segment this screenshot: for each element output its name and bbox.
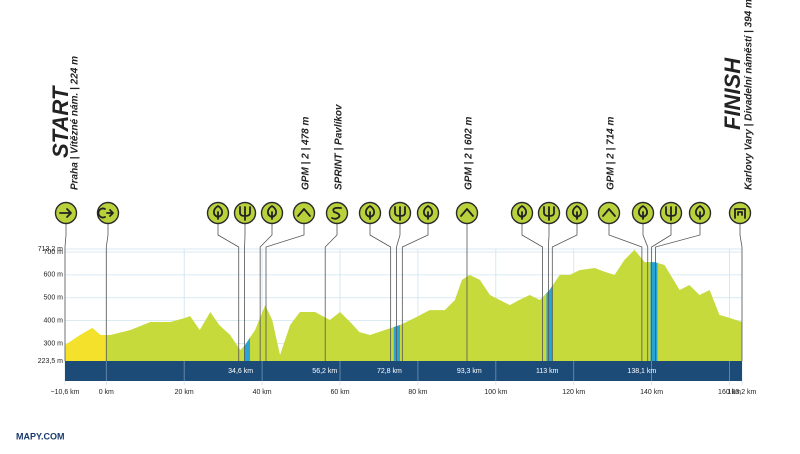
marker-icon — [730, 203, 751, 224]
segment-label: 113 km — [536, 368, 559, 375]
marker-icon — [56, 203, 77, 224]
marker-icon — [390, 203, 411, 224]
icon-circle — [730, 203, 751, 224]
marker-icon — [690, 203, 711, 224]
marker-label: SPRINT | Pavlíkov — [334, 103, 345, 190]
marker-label: GPM | 2 | 602 m — [464, 116, 475, 190]
segment-label: 56,2 km — [312, 368, 337, 375]
icon-circle — [457, 203, 478, 224]
marker-icon — [512, 203, 533, 224]
marker-icon — [360, 203, 381, 224]
x-tick-label: 60 km — [330, 389, 349, 396]
y-tick-label: 500 m — [44, 295, 64, 302]
logo: MAPY.COM — [16, 431, 65, 441]
y-tick-label: 713,2 m — [38, 246, 63, 253]
marker-icon — [418, 203, 439, 224]
segment-label: 34,6 km — [228, 368, 253, 375]
marker-icon — [294, 203, 315, 224]
elevation-area — [65, 250, 742, 361]
x-tick-label: −10,6 km — [51, 389, 80, 396]
marker-icon — [98, 203, 119, 224]
finish-title: FINISH — [720, 57, 745, 130]
segment-label: 138,1 km — [627, 368, 656, 375]
marker-icon — [633, 203, 654, 224]
marker-icon — [235, 203, 256, 224]
x-tick-label: 40 km — [253, 389, 272, 396]
segment-label: 72,8 km — [377, 368, 402, 375]
marker-icon — [208, 203, 229, 224]
y-tick-label: 400 m — [44, 317, 64, 324]
x-tick-label: 20 km — [175, 389, 194, 396]
marker-label: Praha | Vítězné nám. | 224 m — [70, 56, 81, 190]
marker-icon — [539, 203, 560, 224]
icon-circle — [294, 203, 315, 224]
x-tick-label: 100 km — [484, 389, 507, 396]
marker-icon — [661, 203, 682, 224]
marker-icon — [457, 203, 478, 224]
segment-label: 93,3 km — [457, 368, 482, 375]
marker-icon — [262, 203, 283, 224]
y-tick-label: 300 m — [44, 340, 64, 347]
marker-icon — [599, 203, 620, 224]
x-tick-label: 0 km — [99, 389, 114, 396]
marker-label: GPM | 2 | 478 m — [301, 116, 312, 190]
marker-connector — [65, 223, 66, 361]
marker-icon — [567, 203, 588, 224]
y-tick-label: 223,5 m — [38, 358, 63, 365]
x-tick-label: 80 km — [408, 389, 427, 396]
marker-label: GPM | 2 | 714 m — [606, 116, 617, 190]
x-tick-label: 120 km — [562, 389, 585, 396]
marker-label: Karlovy Vary | Divadelní náměstí | 394 m — [744, 0, 755, 190]
y-tick-label: 600 m — [44, 272, 64, 279]
marker-icon — [327, 203, 348, 224]
icon-circle — [599, 203, 620, 224]
x-tick-label: 163,2 km — [728, 389, 757, 396]
x-tick-label: 140 km — [640, 389, 663, 396]
